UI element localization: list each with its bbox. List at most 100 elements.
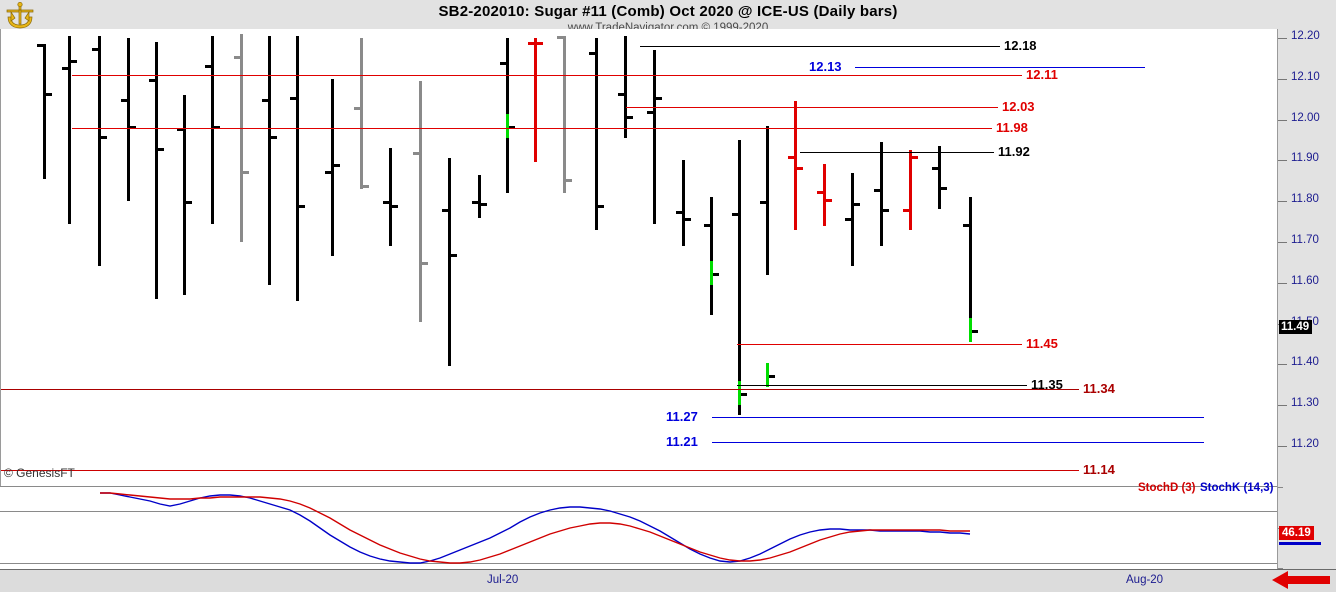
chart-header: SB2-202010: Sugar #11 (Comb) Oct 2020 @ … (0, 0, 1336, 34)
indicator-legend-item[interactable]: StochD (3) (1138, 482, 1196, 494)
price-tick-label: 11.80 (1291, 193, 1319, 206)
date-label-aug: Aug-20 (1126, 574, 1164, 586)
price-tick-minor (1278, 568, 1283, 570)
ohlc-bar (68, 35, 71, 224)
ohlc-bar (794, 101, 797, 230)
price-tick-minor (1278, 486, 1283, 488)
price-tick-major (1278, 446, 1287, 447)
ohlc-open-tick (262, 99, 269, 103)
ohlc-bar (653, 50, 656, 224)
signal-marker (506, 113, 509, 138)
stochastic-indicator-pane[interactable] (0, 486, 1277, 570)
ohlc-bar (360, 38, 363, 189)
price-level-line[interactable] (855, 66, 1145, 68)
price-level-label: 11.14 (1083, 462, 1115, 478)
ohlc-close-tick (655, 97, 662, 101)
ohlc-bar (624, 35, 627, 138)
price-level-label: 11.92 (998, 144, 1030, 160)
signal-marker (710, 260, 713, 285)
ohlc-open-tick (732, 213, 739, 217)
price-tick-label: 11.60 (1291, 274, 1319, 287)
price-level-line[interactable] (737, 344, 1022, 345)
ohlc-open-tick (704, 223, 711, 227)
ohlc-close-tick (911, 156, 918, 160)
ohlc-bar (478, 174, 481, 218)
price-tick-label: 11.90 (1291, 152, 1319, 165)
date-axis: Jul-20 Aug-20 (0, 569, 1336, 592)
ohlc-open-tick (383, 201, 390, 205)
price-tick-label: 11.70 (1291, 234, 1319, 246)
genesis-anchor-logo (6, 1, 34, 29)
chart-title: SB2-202010: Sugar #11 (Comb) Oct 2020 @ … (438, 3, 898, 20)
ohlc-close-tick (270, 135, 277, 139)
date-label-jul: Jul-20 (487, 574, 519, 586)
price-chart-plot[interactable]: 12.18 12.13 12.11 12.03 11.98 11.92 11.45 11.35… (0, 29, 1277, 569)
last-price-badge: 11.49 (1279, 319, 1313, 334)
ohlc-bar (211, 35, 214, 224)
price-tick-major (1278, 201, 1287, 203)
ohlc-bar (909, 150, 912, 230)
price-level-line[interactable] (712, 417, 1204, 419)
plot-left-border (0, 29, 1, 569)
ohlc-bar (682, 160, 685, 247)
price-level-line[interactable] (72, 74, 1022, 76)
ohlc-close-tick (684, 217, 691, 221)
ohlc-close-tick (391, 205, 398, 209)
price-tick-label: 12.10 (1291, 70, 1320, 83)
ohlc-bar (331, 78, 334, 257)
ohlc-open-tick (62, 66, 69, 70)
price-tick-major (1278, 38, 1287, 39)
ohlc-close-tick (796, 166, 803, 170)
price-level-line[interactable] (640, 46, 1000, 48)
ohlc-close-tick (242, 170, 249, 174)
ohlc-close-tick (740, 392, 747, 396)
price-level-line[interactable] (626, 107, 998, 109)
ohlc-open-tick (845, 217, 852, 221)
indicator-upper-level-line (0, 511, 1277, 512)
price-tick-major (1278, 405, 1287, 407)
genesis-watermark: © GenesisFT (4, 466, 75, 480)
price-level-line[interactable] (72, 127, 992, 129)
ohlc-open-tick (760, 201, 767, 205)
scroll-left-arrow-icon[interactable] (1272, 570, 1330, 590)
price-level-label: 12.11 (1026, 66, 1058, 82)
ohlc-open-tick (963, 223, 970, 227)
price-level-line[interactable] (737, 384, 1027, 386)
price-tick-major (1278, 78, 1287, 80)
indicator-legend-item[interactable]: StochK (14,3) (1200, 482, 1274, 494)
price-level-line[interactable] (0, 388, 1079, 390)
price-level-line[interactable] (0, 470, 1079, 472)
ohlc-open-tick (557, 35, 564, 39)
ohlc-close-tick (185, 201, 192, 205)
price-level-label: 11.98 (996, 119, 1028, 135)
signal-marker (969, 317, 972, 342)
ohlc-bar (98, 35, 101, 267)
ohlc-close-tick (712, 272, 719, 276)
ohlc-open-tick (903, 209, 910, 213)
price-tick-major (1278, 282, 1287, 284)
price-level-label: 12.03 (1002, 99, 1035, 115)
price-scale-axis[interactable]: 12.2012.1012.0011.9011.8011.7011.6011.50… (1277, 29, 1336, 570)
indicator-series-line (100, 492, 970, 564)
ohlc-open-tick (472, 201, 479, 205)
ohlc-bar (880, 142, 883, 247)
price-level-line[interactable] (712, 441, 1204, 443)
ohlc-close-tick (882, 209, 889, 213)
ohlc-open-tick (413, 152, 420, 156)
price-level-label: 11.21 (666, 433, 698, 449)
ohlc-open-tick (177, 127, 184, 131)
ohlc-close-tick (100, 135, 107, 139)
price-level-line[interactable] (800, 152, 994, 154)
price-tick-label: 11.40 (1291, 356, 1319, 369)
price-tick-label: 12.20 (1291, 30, 1320, 42)
price-level-label: 12.18 (1004, 38, 1037, 54)
ohlc-close-tick (480, 203, 487, 207)
ohlc-bar (240, 33, 243, 242)
ohlc-close-tick (768, 374, 775, 378)
ohlc-close-tick (853, 203, 860, 207)
ohlc-bar (389, 148, 392, 247)
ohlc-open-tick (354, 107, 361, 111)
ohlc-bar (851, 172, 854, 267)
indicator-lower-level-line (0, 563, 1277, 564)
price-level-label: 11.35 (1031, 376, 1063, 392)
